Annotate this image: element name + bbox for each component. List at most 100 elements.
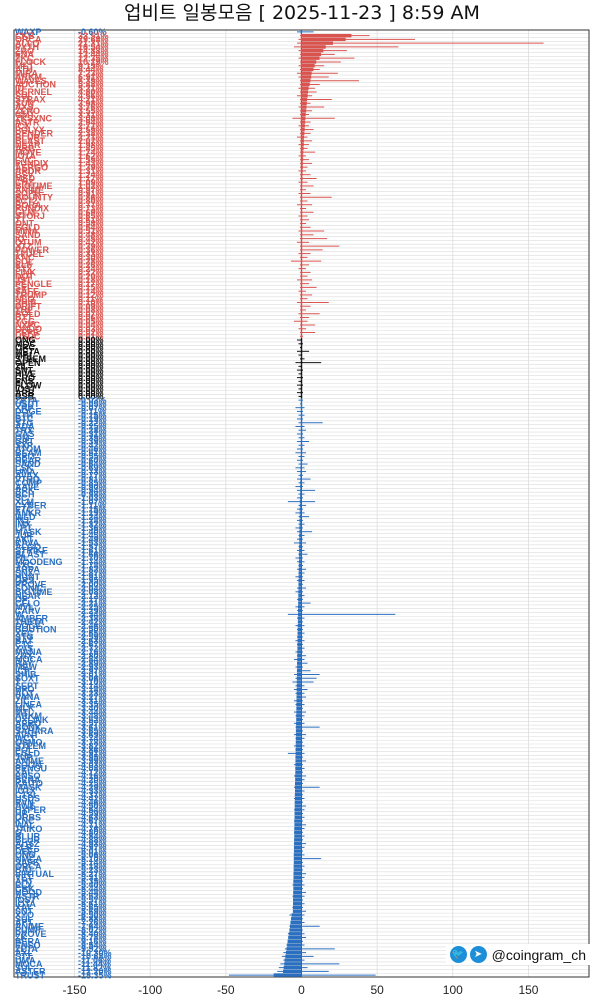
bar bbox=[300, 402, 303, 406]
coin-label: SUN bbox=[15, 98, 34, 108]
bar bbox=[300, 469, 302, 474]
coin-label: AWE bbox=[15, 801, 36, 811]
coin-label: VTHO bbox=[15, 474, 40, 484]
coin-label: JUP bbox=[15, 531, 33, 541]
bar bbox=[300, 364, 303, 369]
bar bbox=[284, 962, 302, 966]
coin-label: SXP bbox=[15, 440, 33, 450]
change-label: 3.98% bbox=[78, 98, 104, 108]
coin-label: MEW bbox=[15, 662, 38, 672]
coin-label: W bbox=[15, 610, 24, 620]
change-label: 1.31% bbox=[78, 166, 104, 176]
bar bbox=[300, 112, 306, 117]
change-label: 0.69% bbox=[78, 207, 104, 217]
bar bbox=[300, 64, 315, 68]
coin-label: XTZ bbox=[15, 241, 33, 251]
change-label: 0.00% bbox=[78, 384, 104, 394]
bar bbox=[296, 721, 302, 726]
coin-label: AXL bbox=[15, 948, 34, 958]
coin-label: ORCA bbox=[15, 861, 42, 871]
change-label: -2.63% bbox=[78, 636, 107, 646]
change-label: -0.77% bbox=[78, 471, 107, 481]
change-label: -3.27% bbox=[78, 692, 107, 702]
coin-label: PENGU bbox=[15, 764, 47, 774]
bar bbox=[300, 131, 305, 136]
change-label: -5.18% bbox=[78, 861, 107, 871]
coin-label: ORCA bbox=[15, 35, 42, 45]
bar bbox=[299, 545, 302, 549]
bar bbox=[300, 424, 303, 429]
change-label: 0.04% bbox=[78, 320, 104, 330]
coin-label: CYBER bbox=[15, 501, 47, 511]
change-label: 13.44% bbox=[78, 50, 109, 60]
coin-label: ELX bbox=[15, 880, 33, 890]
coin-label: BORA bbox=[15, 200, 42, 210]
bar bbox=[285, 950, 302, 955]
coin-label: PYTH bbox=[15, 42, 39, 52]
change-label: 4.56% bbox=[78, 91, 104, 101]
change-label: -4.84% bbox=[78, 831, 107, 841]
bar bbox=[300, 90, 309, 94]
bar bbox=[297, 642, 302, 647]
change-label: -1.49% bbox=[78, 534, 107, 544]
change-label: 0.00% bbox=[78, 354, 104, 364]
coin-label: NEAR bbox=[15, 140, 41, 150]
bar bbox=[295, 732, 302, 737]
change-label: -1.11% bbox=[78, 501, 106, 511]
coin-label: KAITO bbox=[15, 779, 43, 789]
bar bbox=[300, 443, 303, 447]
coin-label: GRT bbox=[15, 437, 35, 447]
change-label: -0.90% bbox=[78, 482, 107, 492]
coin-label: HYPER bbox=[15, 805, 47, 815]
bar bbox=[300, 236, 303, 241]
coin-label: ZERO bbox=[15, 106, 40, 116]
change-label: 0.97% bbox=[78, 185, 104, 195]
bar bbox=[300, 281, 303, 286]
bar bbox=[300, 37, 346, 42]
change-label: 0.10% bbox=[78, 298, 104, 308]
coin-label: ATOM bbox=[15, 444, 41, 454]
coin-label: BERA bbox=[15, 775, 41, 785]
coin-label: ONG bbox=[15, 335, 36, 345]
coin-label: ASTR bbox=[15, 117, 40, 127]
coin-label: AQT bbox=[15, 688, 35, 698]
twitter-icon[interactable]: 🐦 bbox=[449, 946, 467, 963]
coin-label: ANIME bbox=[15, 185, 44, 195]
bar bbox=[300, 285, 303, 290]
coin-label: OM bbox=[15, 433, 30, 443]
coin-label: JST bbox=[15, 275, 32, 285]
bar bbox=[293, 898, 302, 902]
change-label: -3.61% bbox=[78, 722, 107, 732]
change-label: -3.48% bbox=[78, 711, 107, 721]
change-label: -3.06% bbox=[78, 673, 107, 683]
chart-title: 업비트 일봉모음 [ 2025-11-23 ] 8:59 AM bbox=[124, 2, 480, 24]
change-label: -5.27% bbox=[78, 869, 107, 879]
change-label: -5.35% bbox=[78, 876, 107, 886]
bar bbox=[294, 815, 302, 819]
change-label: 1.74% bbox=[78, 147, 104, 157]
bar bbox=[298, 605, 302, 609]
coin-label: BIGTIME bbox=[15, 587, 53, 597]
change-label: -8.78% bbox=[78, 933, 107, 943]
change-label: -3.10% bbox=[78, 677, 107, 687]
x-tick-label: -100 bbox=[138, 983, 162, 997]
bar bbox=[297, 657, 302, 662]
bar bbox=[300, 75, 312, 79]
change-label: 0.39% bbox=[78, 241, 104, 251]
coin-label: DOT bbox=[15, 271, 35, 281]
coin-label: SNT bbox=[15, 365, 34, 375]
coin-label: IOTA bbox=[15, 899, 36, 909]
coin-label: ZKC bbox=[15, 53, 34, 63]
change-label: 1.09% bbox=[78, 177, 104, 187]
coin-label: LINEA bbox=[15, 700, 43, 710]
bar bbox=[299, 503, 302, 508]
change-label: 0.42% bbox=[78, 238, 104, 248]
bar bbox=[295, 770, 302, 774]
bar bbox=[300, 379, 303, 384]
coin-label: INJ bbox=[15, 516, 29, 526]
bar bbox=[300, 375, 303, 380]
change-label: -4.03% bbox=[78, 760, 107, 770]
change-label: -4.42% bbox=[78, 794, 107, 804]
change-label: -0.94% bbox=[78, 486, 107, 496]
telegram-icon[interactable]: ➤ bbox=[469, 946, 487, 963]
